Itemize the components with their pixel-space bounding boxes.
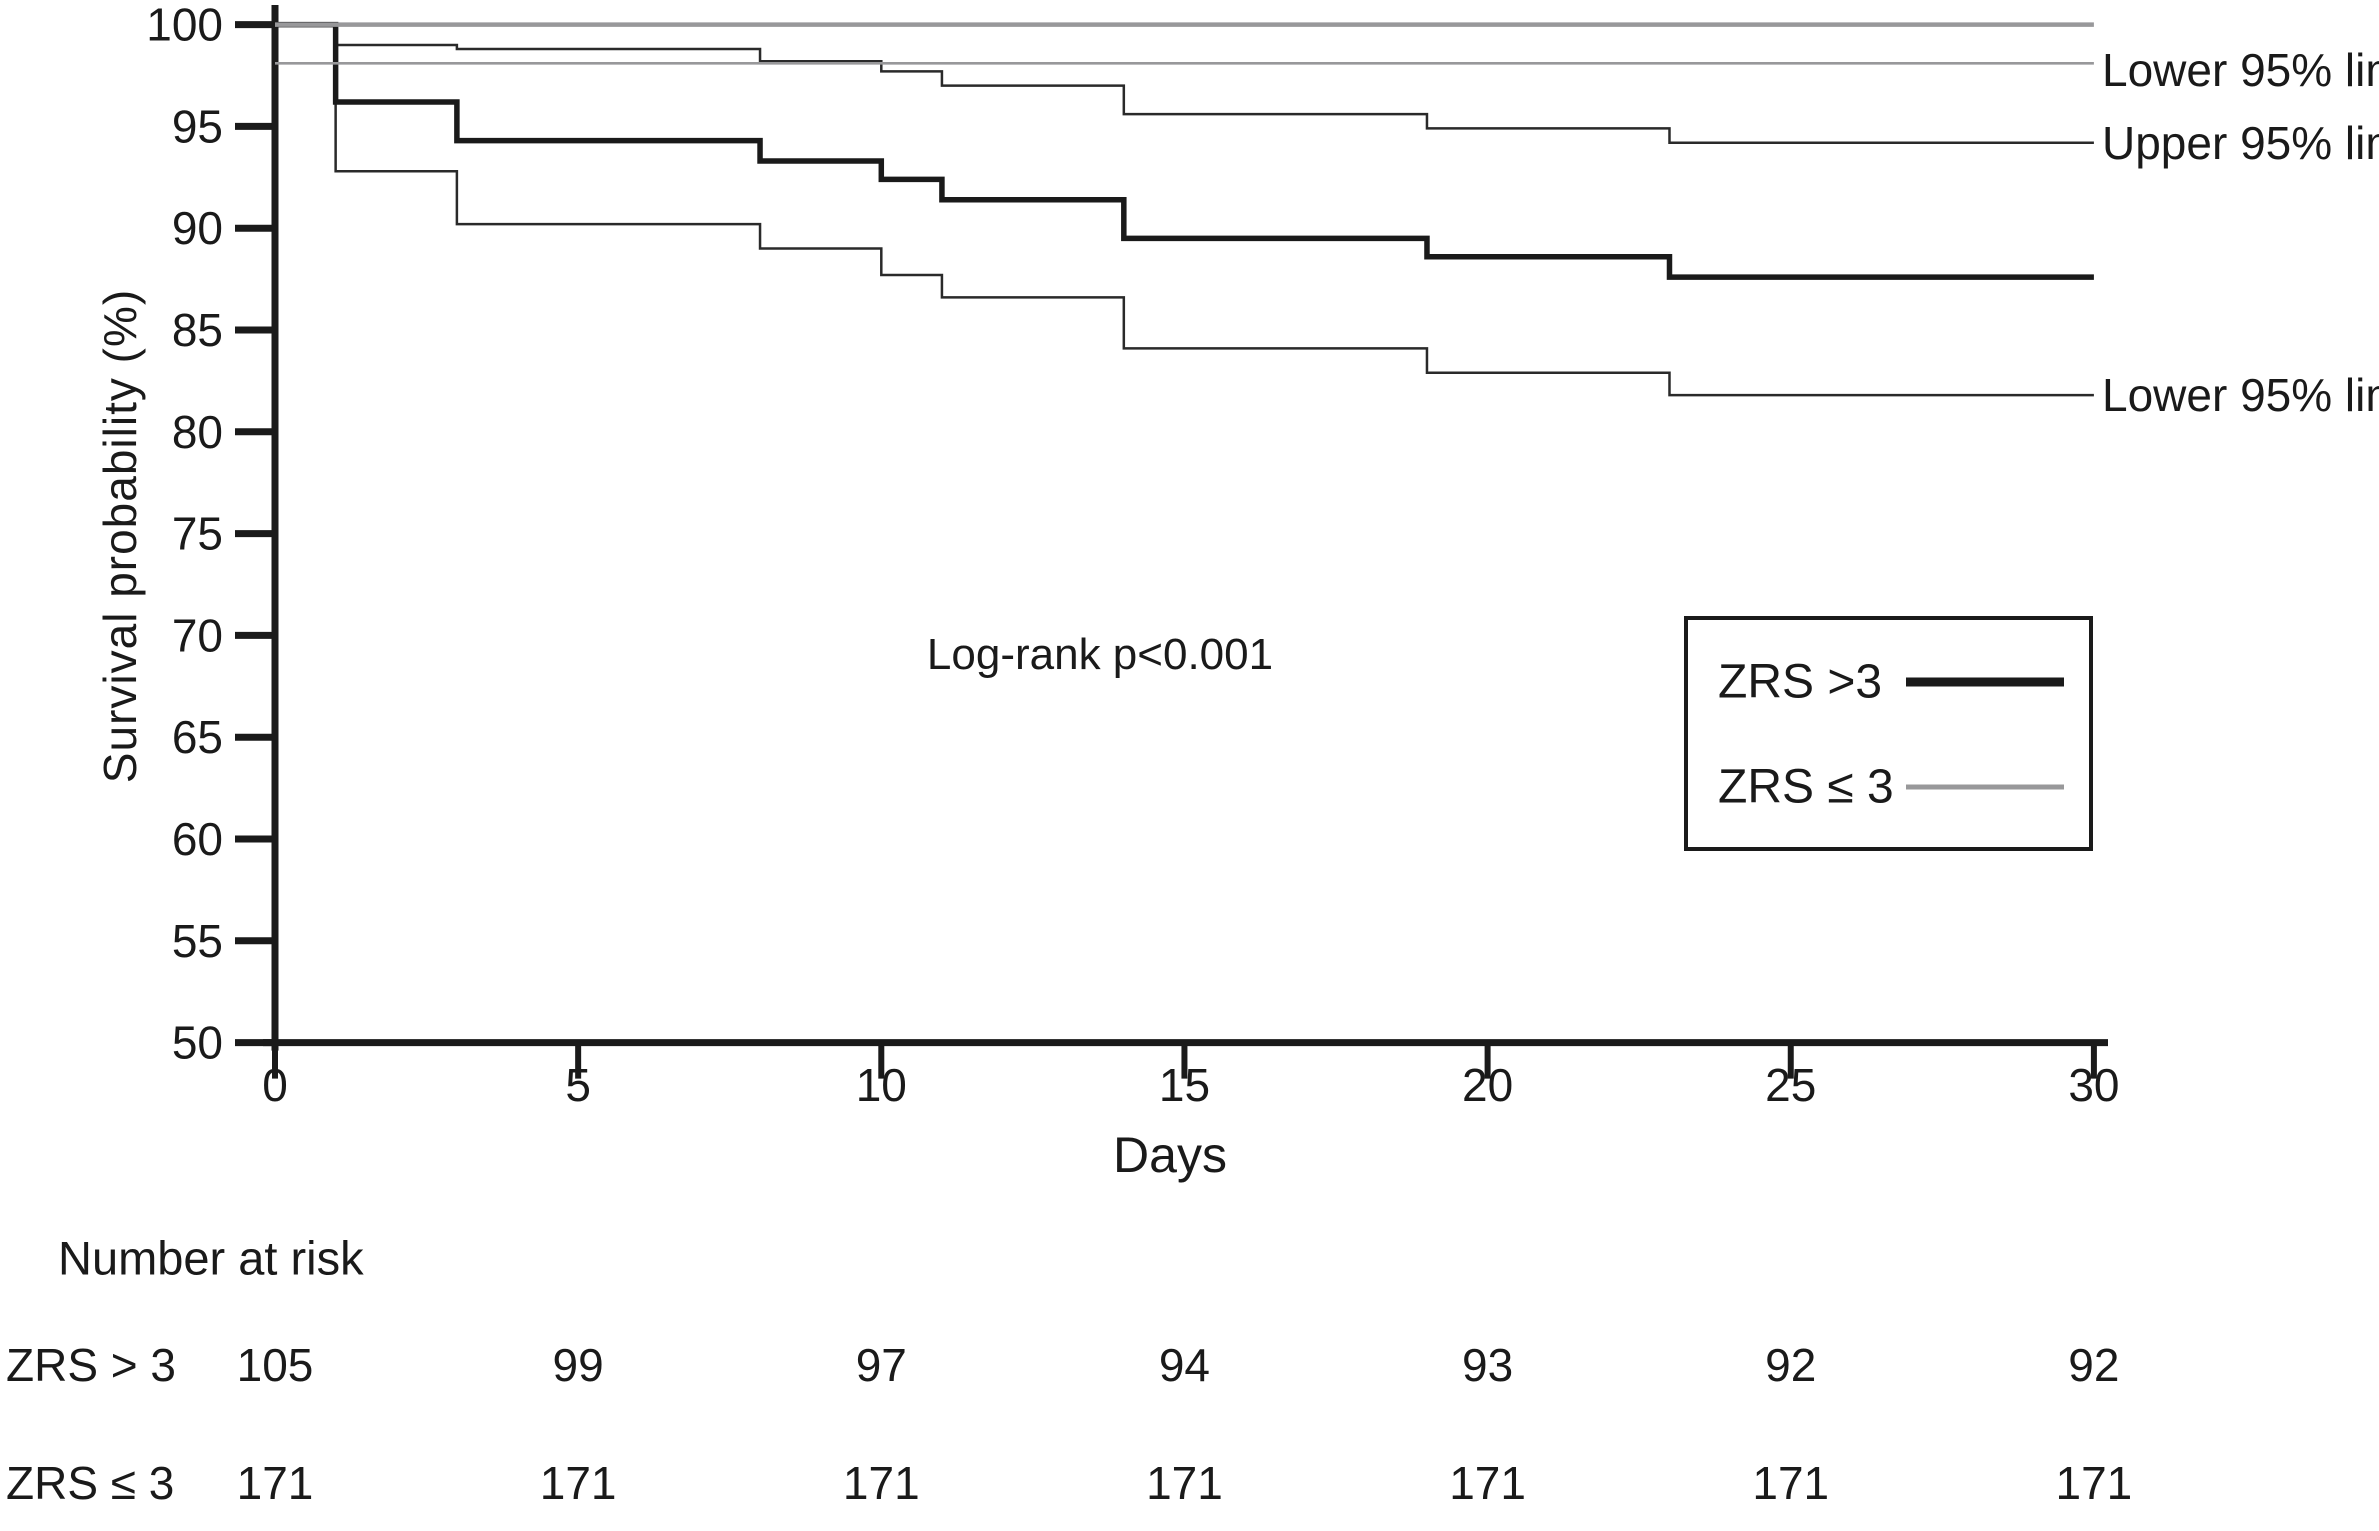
x-tick-label: 15 (1159, 1059, 1210, 1111)
x-tick-label: 10 (856, 1059, 907, 1111)
legend-line-swatch-zrs-gt3 (1906, 677, 2064, 687)
y-tick-label: 80 (172, 406, 223, 458)
y-tick-label: 70 (172, 609, 223, 661)
y-tick-label: 50 (172, 1017, 223, 1069)
risk-value-row1-day20: 171 (1449, 1457, 1526, 1509)
x-tick-label: 25 (1765, 1059, 1816, 1111)
risk-value-row1-day30: 171 (2055, 1457, 2133, 1509)
y-tick-label: 75 (172, 508, 223, 560)
risk-value-row1-day5: 171 (539, 1457, 617, 1509)
legend-line-swatch-zrs-le3 (1906, 784, 2064, 790)
risk-value-row1-day25: 171 (1752, 1457, 1830, 1509)
risk-value-row0-day5: 99 (552, 1339, 604, 1391)
curve-end-label-0: Lower 95% limit (2102, 44, 2379, 97)
log-rank-annotation: Log-rank p<0.001 (926, 630, 1274, 679)
risk-value-row0-day30: 92 (2068, 1339, 2120, 1391)
legend-label-zrs-le3: ZRS ≤ 3 (1718, 760, 1894, 814)
curve-end-label-2: Lower 95% limit (2102, 369, 2379, 422)
x-axis-title: Days (1113, 1127, 1227, 1183)
risk-value-row1-day0: 171 (236, 1457, 314, 1509)
curve-2-zrs-3 (275, 21, 2094, 280)
risk-value-row1-day10: 171 (842, 1457, 920, 1509)
risk-value-row0-day10: 97 (855, 1339, 907, 1391)
legend: ZRS >3 ZRS ≤ 3 (1684, 616, 2093, 851)
x-tick-label: 5 (565, 1059, 591, 1111)
risk-value-row1-day15: 171 (1146, 1457, 1223, 1509)
risk-table-heading: Number at risk (58, 1231, 364, 1285)
curve-0-zrs-3-upper-95-limit (275, 23, 2094, 144)
x-tick-label: 20 (1462, 1059, 1513, 1111)
y-tick-label: 85 (172, 304, 223, 356)
y-axis-title: Survival probability (%) (94, 288, 146, 784)
risk-value-row0-day25: 92 (1765, 1339, 1817, 1391)
x-tick-label: 0 (262, 1059, 288, 1111)
x-tick-label: 30 (2068, 1059, 2119, 1111)
y-tick-label: 55 (172, 915, 223, 967)
y-tick-label: 100 (146, 0, 223, 51)
risk-value-row0-day20: 93 (1462, 1339, 1514, 1391)
risk-row-label-0: ZRS > 3 (6, 1339, 177, 1391)
risk-row-label-1: ZRS ≤ 3 (6, 1457, 175, 1509)
curve-1-zrs-3-lower-95-limit (275, 23, 2094, 397)
legend-label-zrs-gt3: ZRS >3 (1718, 655, 1883, 709)
y-tick-label: 90 (172, 202, 223, 254)
y-tick-label: 65 (172, 711, 223, 763)
curve-end-label-1: Upper 95% limit (2102, 116, 2379, 169)
risk-value-row0-day0: 105 (236, 1339, 314, 1391)
risk-value-row0-day15: 94 (1158, 1339, 1211, 1391)
y-tick-label: 60 (172, 813, 223, 865)
y-tick-label: 95 (172, 100, 223, 152)
